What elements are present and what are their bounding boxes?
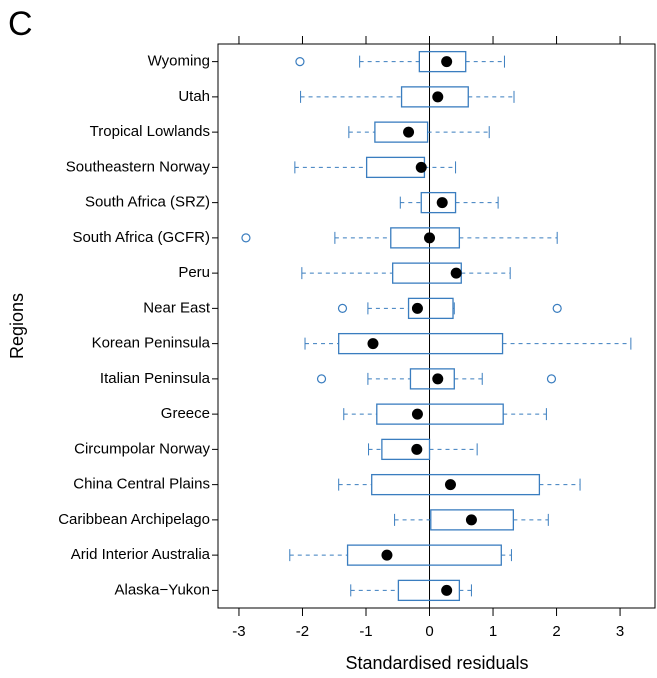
y-tick-label: Peru xyxy=(178,264,210,281)
x-axis-label: Standardised residuals xyxy=(345,653,528,673)
outlier xyxy=(337,303,348,313)
x-tick-label: -1 xyxy=(359,623,372,640)
mean-dot xyxy=(441,56,453,68)
x-tick-label: 1 xyxy=(489,623,497,640)
y-tick-label: Alaska−Yukon xyxy=(115,581,211,598)
box xyxy=(407,297,454,320)
outlier xyxy=(295,57,305,67)
panel-label: C xyxy=(8,5,33,43)
mean-dot xyxy=(411,443,423,455)
box xyxy=(376,403,504,425)
y-tick-label: Caribbean Archipelago xyxy=(58,511,210,528)
mean-dot xyxy=(381,549,393,561)
box xyxy=(409,368,455,390)
x-tick-label: -3 xyxy=(232,623,245,640)
mean-dot xyxy=(436,197,448,209)
box xyxy=(397,579,461,602)
y-tick-label: South Africa (GCFR) xyxy=(72,229,210,246)
y-tick-label: Korean Peninsula xyxy=(92,335,211,352)
y-tick-label: Tropical Lowlands xyxy=(90,123,210,140)
mean-dot xyxy=(415,161,427,173)
plot-frame xyxy=(217,43,656,609)
mean-dot xyxy=(403,126,415,138)
y-tick-label: South Africa (SRZ) xyxy=(85,194,210,211)
box xyxy=(420,191,457,214)
box xyxy=(400,86,469,108)
y-tick-label: Wyoming xyxy=(148,53,210,70)
x-tick-label: -2 xyxy=(296,623,309,640)
mean-dot xyxy=(450,267,462,279)
box xyxy=(381,438,431,461)
box xyxy=(430,509,515,531)
outlier xyxy=(552,303,562,313)
box xyxy=(374,121,429,143)
mean-dot xyxy=(465,514,477,526)
x-tick-label: 0 xyxy=(425,623,433,640)
y-tick-label: Arid Interior Australia xyxy=(71,546,211,563)
box xyxy=(390,227,461,249)
mean-dot xyxy=(411,408,423,420)
x-tick-label: 3 xyxy=(616,623,624,640)
box xyxy=(346,544,502,566)
mean-dot xyxy=(432,373,444,385)
x-tick-label: 2 xyxy=(552,623,560,640)
mean-dot xyxy=(432,91,444,103)
y-axis-label: Regions xyxy=(7,293,27,359)
mean-dot xyxy=(444,479,456,491)
mean-dot xyxy=(424,232,436,244)
outlier xyxy=(546,374,557,384)
box xyxy=(338,332,504,355)
mean-dot xyxy=(441,584,453,596)
y-tick-label: Southeastern Norway xyxy=(66,158,211,175)
y-tick-label: China Central Plains xyxy=(73,476,210,493)
y-tick-label: Italian Peninsula xyxy=(100,370,211,387)
outlier xyxy=(241,233,251,243)
y-tick-label: Utah xyxy=(178,88,210,105)
outlier xyxy=(316,374,327,384)
y-tick-label: Near East xyxy=(143,299,211,316)
y-tick-label: Circumpolar Norway xyxy=(74,440,210,457)
mean-dot xyxy=(411,302,423,314)
box xyxy=(418,50,467,73)
y-tick-label: Greece xyxy=(161,405,210,422)
mean-dot xyxy=(367,338,379,350)
box xyxy=(371,473,541,496)
